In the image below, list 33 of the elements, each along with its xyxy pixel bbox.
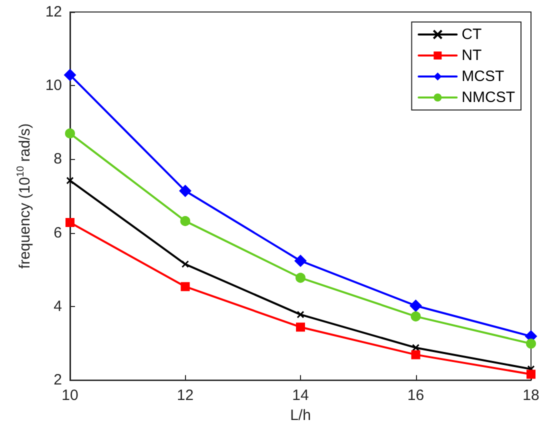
x-tick-label: 14 [292,387,309,404]
legend-label: NT [462,47,482,64]
point [412,344,420,352]
y-tick-label: 4 [54,298,62,315]
point [65,128,75,138]
legend-label: CT [462,26,482,43]
point [410,300,422,312]
point [296,322,305,332]
point [66,218,74,228]
point [182,260,189,268]
y-tick-label: 6 [54,224,62,242]
point [66,176,74,184]
y-tick-label: 12 [45,4,62,20]
x-tick-label: 18 [522,387,540,404]
x-tick-label: 16 [407,387,424,404]
point [180,216,190,226]
point [180,282,190,292]
legend-label: MCST [462,68,504,85]
y-tick-label: 2 [54,372,62,389]
x-tick-label: 12 [176,387,194,404]
point [526,338,536,349]
legend-label: NMCST [462,89,515,106]
y-tick-label: 8 [54,150,62,168]
point [296,272,306,283]
point [411,350,420,360]
y-tick-label: 10 [45,77,62,94]
point [179,184,192,197]
point [296,310,304,318]
point [64,68,76,81]
y-axis-title: frequency (1010 rad/s) [16,123,34,269]
point [294,254,306,267]
x-axis-title: L/h [290,407,311,424]
point [410,311,421,322]
